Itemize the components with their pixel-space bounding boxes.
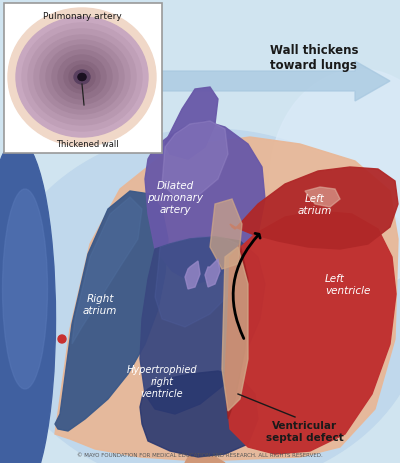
Polygon shape xyxy=(185,262,200,289)
Ellipse shape xyxy=(52,51,112,105)
Ellipse shape xyxy=(0,140,56,463)
Polygon shape xyxy=(225,212,396,454)
Polygon shape xyxy=(185,454,225,463)
Text: Thickened wall: Thickened wall xyxy=(56,140,118,149)
Polygon shape xyxy=(55,192,168,431)
Text: © MAYO FOUNDATION FOR MEDICAL EDUCATION AND RESEARCH. ALL RIGHTS RESERVED.: © MAYO FOUNDATION FOR MEDICAL EDUCATION … xyxy=(77,452,323,457)
Polygon shape xyxy=(222,247,248,411)
Polygon shape xyxy=(230,168,398,250)
Text: Left
atrium: Left atrium xyxy=(298,194,332,216)
Ellipse shape xyxy=(58,56,106,100)
Ellipse shape xyxy=(270,70,400,289)
Polygon shape xyxy=(225,244,248,419)
Polygon shape xyxy=(162,122,228,200)
Ellipse shape xyxy=(69,66,95,90)
Polygon shape xyxy=(140,238,265,414)
Polygon shape xyxy=(55,138,398,461)
Polygon shape xyxy=(205,259,220,288)
Ellipse shape xyxy=(40,41,124,115)
FancyBboxPatch shape xyxy=(4,4,162,154)
Polygon shape xyxy=(305,188,340,207)
Ellipse shape xyxy=(28,30,136,126)
Circle shape xyxy=(58,335,66,343)
Polygon shape xyxy=(210,200,242,269)
Text: Ventricular
septal defect: Ventricular septal defect xyxy=(266,420,344,442)
Ellipse shape xyxy=(34,36,130,120)
Ellipse shape xyxy=(74,71,90,85)
Ellipse shape xyxy=(78,75,86,81)
Text: Hypertrophied
right
ventricle: Hypertrophied right ventricle xyxy=(127,364,197,399)
Polygon shape xyxy=(140,371,258,457)
Ellipse shape xyxy=(0,130,400,463)
Ellipse shape xyxy=(16,18,148,138)
Polygon shape xyxy=(145,122,265,284)
Polygon shape xyxy=(105,75,162,144)
Ellipse shape xyxy=(22,24,142,131)
Ellipse shape xyxy=(8,9,156,147)
Text: Pulmonary artery: Pulmonary artery xyxy=(43,12,121,21)
Polygon shape xyxy=(72,198,142,344)
Text: Wall thickens
toward lungs: Wall thickens toward lungs xyxy=(270,44,358,72)
Ellipse shape xyxy=(46,46,118,110)
Text: Right
atrium: Right atrium xyxy=(83,293,117,315)
Text: Dilated
pulmonary
artery: Dilated pulmonary artery xyxy=(147,180,203,215)
Ellipse shape xyxy=(64,62,100,94)
Text: Left
ventricle: Left ventricle xyxy=(325,273,370,295)
Ellipse shape xyxy=(78,75,86,81)
Polygon shape xyxy=(160,62,390,102)
Polygon shape xyxy=(165,88,218,160)
Polygon shape xyxy=(155,238,242,327)
Ellipse shape xyxy=(2,189,48,389)
